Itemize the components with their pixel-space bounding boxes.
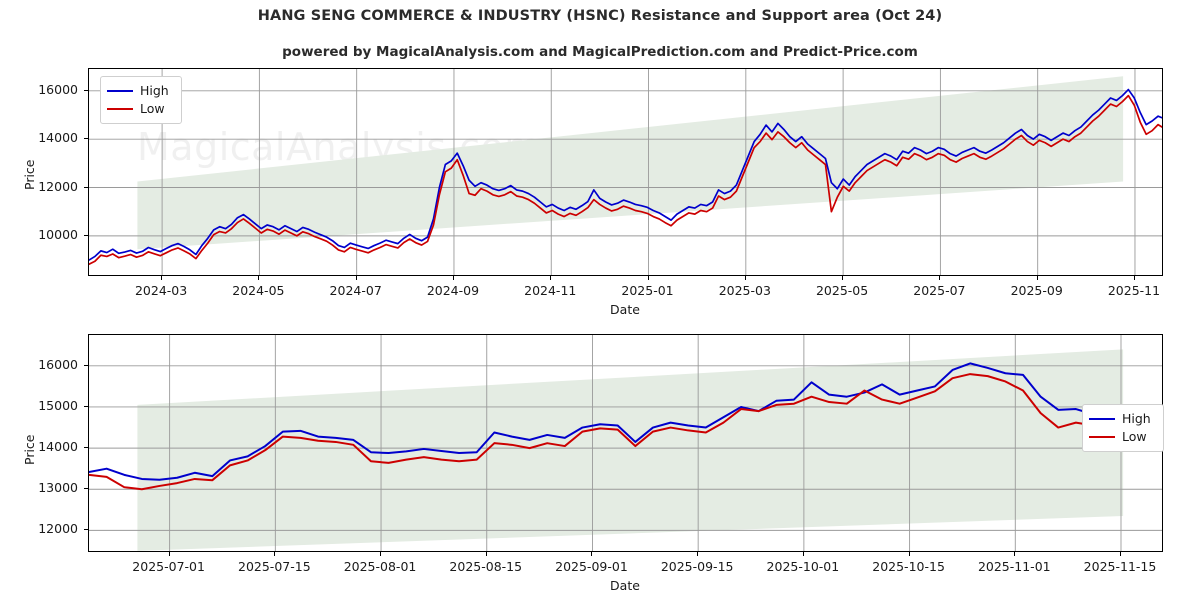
y-tick-label: 16000 xyxy=(38,81,78,97)
y-tick-label: 13000 xyxy=(38,480,78,496)
y-tick-mark xyxy=(84,138,88,140)
x-tick-mark xyxy=(1133,276,1135,280)
x-tick-mark xyxy=(355,276,357,280)
legend-label-high: High xyxy=(140,83,169,98)
x-tick-label: 2025-03 xyxy=(718,283,771,298)
y-tick-mark xyxy=(84,186,88,188)
legend-label-high: High xyxy=(1122,411,1151,426)
legend-label-low: Low xyxy=(140,101,165,116)
y-tick-label: 16000 xyxy=(38,356,78,372)
x-tick-mark xyxy=(802,552,804,556)
top-x-axis-label: Date xyxy=(610,302,640,317)
x-tick-label: 2025-09-15 xyxy=(660,559,734,574)
page-title: HANG SENG COMMERCE & INDUSTRY (HSNC) Res… xyxy=(257,8,943,24)
x-tick-label: 2025-09-01 xyxy=(555,559,628,574)
bottom-x-axis-label: Date xyxy=(610,578,640,593)
x-tick-mark xyxy=(161,276,163,280)
top-legend: High Low xyxy=(100,76,182,124)
x-tick-label: 2025-07 xyxy=(913,283,966,298)
x-tick-label: 2025-08-15 xyxy=(449,559,523,574)
x-tick-label: 2025-10-15 xyxy=(872,559,945,574)
x-tick-label: 2024-05 xyxy=(232,283,285,298)
y-tick-mark xyxy=(84,364,88,366)
x-tick-mark xyxy=(1120,552,1121,556)
legend-entry-high: High xyxy=(107,82,173,100)
x-tick-label: 2024-03 xyxy=(134,283,188,298)
y-tick-mark xyxy=(84,529,88,531)
x-tick-label: 2024-09 xyxy=(426,283,480,298)
y-tick-mark xyxy=(84,405,88,407)
x-tick-label: 2025-09 xyxy=(1010,283,1063,298)
x-tick-label: 2025-05 xyxy=(815,283,869,298)
legend-swatch-high xyxy=(1089,418,1115,420)
x-tick-mark xyxy=(168,552,170,556)
page-subtitle: powered by MagicalAnalysis.com and Magic… xyxy=(282,44,918,60)
x-tick-mark xyxy=(591,552,593,556)
y-tick-mark xyxy=(84,488,88,490)
bottom-plot-area: MagicalAnalysis.com MagicalPrediction.co… xyxy=(88,334,1163,552)
x-tick-label: 2025-08-01 xyxy=(343,559,417,574)
legend-swatch-high xyxy=(107,90,133,92)
legend-label-low: Low xyxy=(1122,429,1147,444)
x-tick-label: 2025-07-01 xyxy=(132,559,205,574)
x-tick-mark xyxy=(647,276,649,280)
x-tick-label: 2025-01 xyxy=(621,283,674,298)
y-tick-label: 12000 xyxy=(38,521,78,537)
x-tick-mark xyxy=(485,552,487,556)
legend-entry-low-bottom: Low xyxy=(1089,428,1155,446)
y-tick-label: 10000 xyxy=(38,226,78,242)
x-tick-label: 2025-11 xyxy=(1107,283,1161,298)
bottom-legend: High Low xyxy=(1082,404,1164,452)
y-tick-label: 12000 xyxy=(38,178,78,194)
x-tick-mark xyxy=(380,552,382,556)
x-tick-mark xyxy=(550,276,552,280)
x-tick-mark xyxy=(908,552,910,556)
chart-bottom: Price MagicalAnalysis.com MagicalPredict… xyxy=(0,320,1200,600)
x-tick-label: 2025-11-01 xyxy=(977,559,1051,574)
x-tick-label: 2024-11 xyxy=(524,283,577,298)
x-tick-mark xyxy=(452,276,454,280)
top-plot-area: MagicalAnalysis.com MagicalPrediction.co… xyxy=(88,68,1163,276)
legend-swatch-low xyxy=(107,108,133,110)
x-tick-mark xyxy=(744,276,746,280)
x-tick-label: 2025-10-01 xyxy=(766,559,840,574)
y-tick-mark xyxy=(84,234,88,236)
y-tick-label: 14000 xyxy=(38,130,78,146)
x-tick-mark xyxy=(842,276,844,280)
legend-swatch-low xyxy=(1089,436,1115,438)
x-tick-mark xyxy=(1036,276,1038,280)
y-tick-label: 15000 xyxy=(38,397,78,413)
x-tick-mark xyxy=(274,552,276,556)
y-tick-mark xyxy=(84,89,88,91)
x-tick-label: 2025-11-15 xyxy=(1083,559,1157,574)
x-tick-mark xyxy=(939,276,941,280)
y-tick-mark xyxy=(84,447,88,449)
legend-entry-high-bottom: High xyxy=(1089,410,1155,428)
x-tick-mark xyxy=(1014,552,1016,556)
x-tick-mark xyxy=(697,552,699,556)
y-tick-label: 14000 xyxy=(38,439,78,455)
chart-top: Price MagicalAnalysis.com MagicalPredict… xyxy=(22,68,1163,317)
x-tick-label: 2025-07-15 xyxy=(238,559,311,574)
x-tick-label: 2024-07 xyxy=(329,283,382,298)
x-tick-mark xyxy=(258,276,260,280)
legend-entry-low: Low xyxy=(107,100,173,118)
